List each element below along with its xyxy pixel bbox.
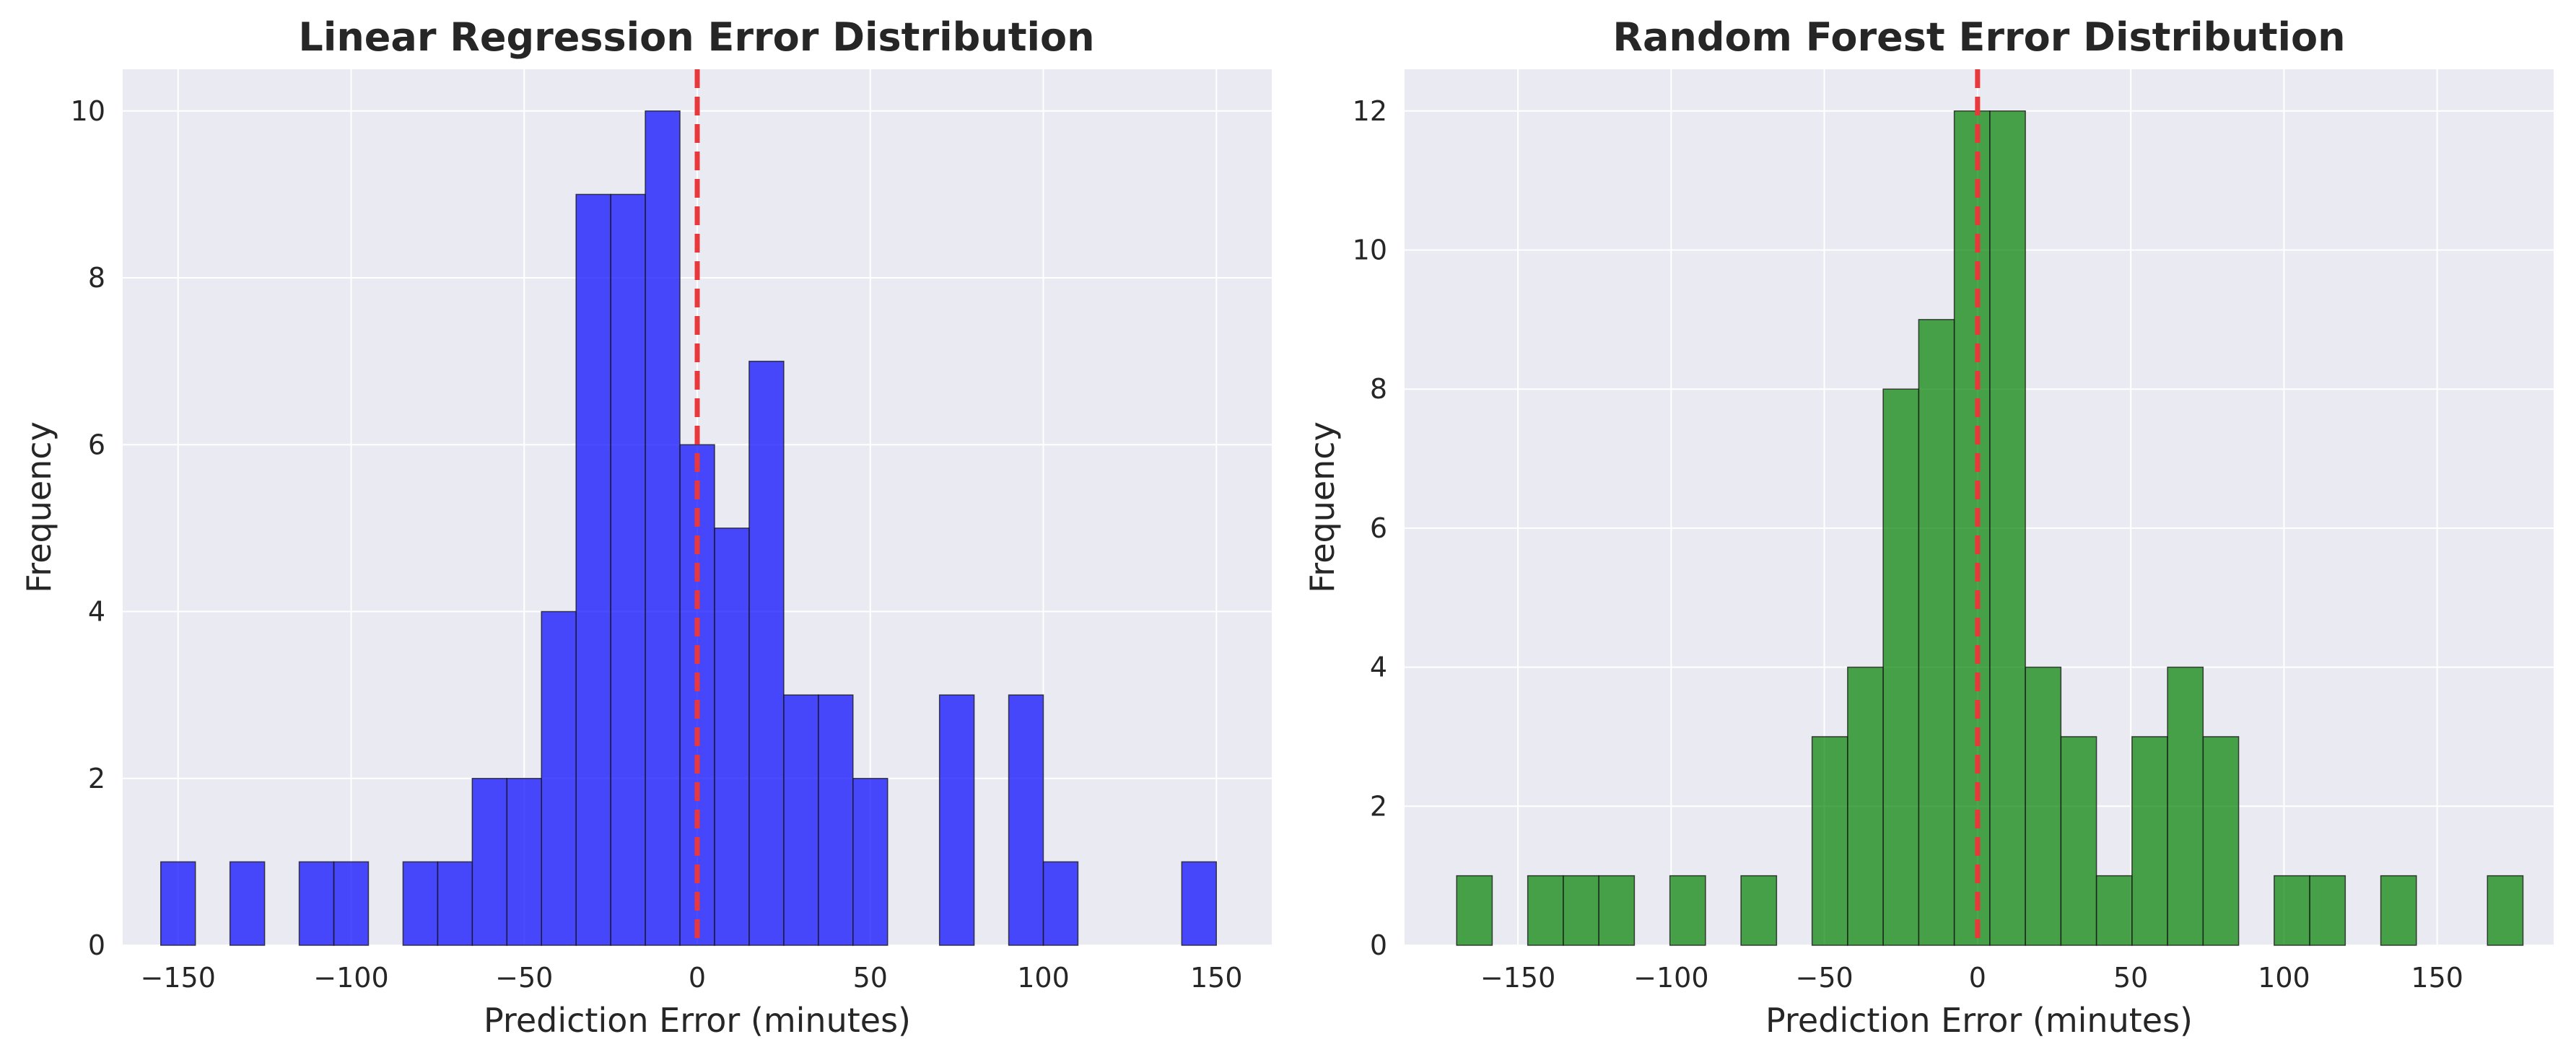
y-tick-label: 12 — [1353, 95, 1387, 127]
y-tick-label: 4 — [1370, 652, 1387, 683]
y-tick-label: 6 — [88, 429, 105, 460]
y-tick-labels: 0 2 4 6 8 10 — [71, 95, 105, 961]
y-tick-label: 8 — [88, 262, 105, 294]
histogram-bar — [2309, 875, 2346, 946]
x-tick-label: 0 — [689, 962, 706, 994]
chart-title: Random Forest Error Distribution — [1612, 14, 2345, 60]
x-tick-label: 150 — [2411, 962, 2463, 994]
histogram-bar — [1042, 861, 1079, 946]
chart-linear-regression: Linear Regression Error Distribution −15… — [19, 14, 1272, 1040]
histogram-bar — [160, 861, 196, 946]
y-tick-label: 2 — [88, 763, 105, 794]
y-tick-label: 10 — [71, 95, 105, 127]
histogram-bar — [1598, 875, 1636, 946]
histogram-bar — [2025, 666, 2062, 946]
histogram-bar — [714, 527, 750, 946]
x-tick-label: −100 — [1633, 962, 1708, 994]
histogram-bar — [2060, 736, 2097, 946]
histogram-bar — [1181, 861, 1218, 946]
y-axis-label: Frequency — [1303, 421, 1342, 593]
x-tick-labels: −150 −100 −50 0 50 100 150 — [1480, 962, 2463, 994]
x-tick-label: −50 — [1796, 962, 1854, 994]
histogram-bar — [402, 861, 439, 946]
histogram-bar — [1918, 319, 1955, 946]
x-axis-label: Prediction Error (minutes) — [1765, 1001, 2193, 1040]
x-tick-labels: −150 −100 −50 0 50 100 150 — [141, 962, 1243, 994]
x-tick-label: 0 — [1969, 962, 1986, 994]
x-tick-label: −50 — [495, 962, 553, 994]
histogram-bar — [575, 193, 611, 946]
histogram-bar — [2274, 875, 2310, 946]
histogram-bar — [437, 861, 473, 946]
x-tick-label: −100 — [313, 962, 388, 994]
histogram-bar — [1953, 110, 1991, 946]
histogram-bar — [1847, 666, 1884, 946]
histogram-bars — [160, 110, 1218, 946]
histogram-bar — [541, 610, 577, 946]
histogram-bar — [645, 110, 681, 946]
y-tick-label: 4 — [88, 596, 105, 628]
chart-title: Linear Regression Error Distribution — [298, 14, 1094, 60]
histogram-bar — [333, 861, 370, 946]
histogram-bar — [1882, 388, 1920, 946]
histogram-bar — [2167, 666, 2204, 946]
histogram-bars — [1456, 110, 2524, 946]
histogram-bar — [1008, 694, 1044, 946]
histogram-bar — [1989, 110, 2026, 946]
chart-random-forest: Random Forest Error Distribution −150 −10… — [1303, 14, 2554, 1040]
y-tick-label: 0 — [1370, 929, 1387, 961]
y-tick-label: 8 — [1370, 373, 1387, 405]
histogram-bar — [2095, 875, 2133, 946]
y-tick-labels: 0 2 4 6 8 10 12 — [1353, 95, 1387, 961]
histogram-bar — [1456, 875, 1493, 946]
histogram-bar — [748, 360, 785, 946]
histogram-bar — [298, 861, 335, 946]
histogram-bar — [2380, 875, 2417, 946]
y-axis-label: Frequency — [19, 421, 58, 593]
y-tick-label: 6 — [1370, 512, 1387, 544]
histogram-bar — [1811, 736, 1848, 946]
histogram-bar — [1740, 875, 1778, 946]
x-tick-label: 100 — [2258, 962, 2310, 994]
histogram-bar — [506, 778, 542, 946]
histogram-bar — [2131, 736, 2168, 946]
y-tick-label: 10 — [1353, 235, 1387, 266]
y-tick-label: 0 — [88, 929, 105, 961]
histogram-bar — [1527, 875, 1564, 946]
x-tick-label: −150 — [1480, 962, 1555, 994]
x-tick-label: −150 — [141, 962, 216, 994]
histogram-bar — [610, 193, 646, 946]
histogram-bar — [229, 861, 266, 946]
histogram-bar — [2487, 875, 2524, 946]
histogram-bar — [1563, 875, 1599, 946]
histogram-bar — [818, 694, 854, 946]
histogram-bar — [783, 694, 819, 946]
histogram-bar — [938, 694, 975, 946]
histogram-bar — [679, 444, 715, 946]
x-tick-label: 150 — [1190, 962, 1243, 994]
x-axis-label: Prediction Error (minutes) — [484, 1001, 911, 1040]
y-tick-label: 2 — [1370, 790, 1387, 822]
histogram-bar — [852, 778, 888, 946]
histogram-bar — [471, 778, 508, 946]
x-tick-label: 50 — [2113, 962, 2148, 994]
x-tick-label: 50 — [853, 962, 888, 994]
histogram-bar — [2202, 736, 2240, 946]
x-tick-label: 100 — [1017, 962, 1070, 994]
histogram-bar — [1669, 875, 1706, 946]
